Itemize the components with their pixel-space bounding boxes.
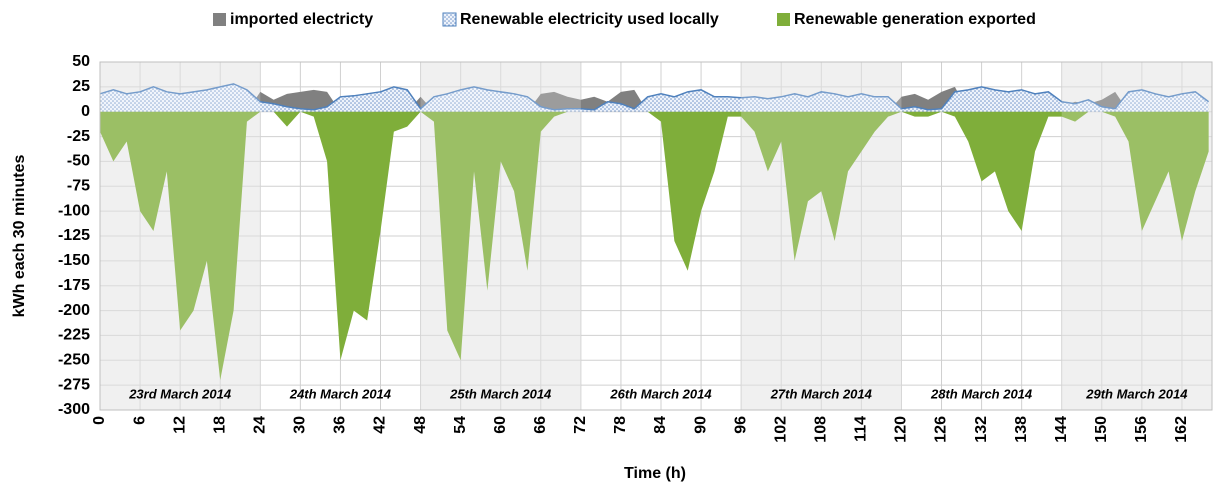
- day-band-overlay: [741, 62, 902, 410]
- y-tick-label: -75: [67, 178, 90, 195]
- x-tick-label: 0: [91, 416, 108, 425]
- y-tick-label: -250: [58, 352, 90, 369]
- x-tick-label: 138: [1013, 416, 1030, 443]
- x-tick-label: 54: [452, 416, 469, 434]
- legend-label: Renewable electricity used locally: [460, 11, 719, 28]
- x-tick-label: 24: [252, 416, 269, 434]
- y-tick-label: -25: [67, 128, 90, 145]
- legend-swatch: [442, 12, 457, 27]
- x-tick-label: 42: [372, 416, 389, 434]
- y-tick-label: -175: [58, 277, 90, 294]
- x-tick-label: 108: [813, 416, 830, 443]
- x-tick-label: 126: [933, 416, 950, 443]
- day-label: 24th March 2014: [289, 386, 392, 401]
- area: [100, 86, 1209, 112]
- legend-swatch: [777, 13, 790, 26]
- y-tick-label: 0: [81, 103, 90, 120]
- area: [100, 111, 1209, 381]
- x-tick-label: 36: [332, 416, 349, 434]
- x-tick-label: 120: [893, 416, 910, 443]
- x-tick-label: 84: [652, 416, 669, 434]
- x-tick-label: 60: [492, 416, 509, 434]
- y-tick-label: -275: [58, 376, 90, 393]
- line: [99, 83, 1210, 111]
- y-tick-label: -125: [58, 227, 90, 244]
- y-tick-label: -200: [58, 302, 90, 319]
- x-tick-label: 66: [532, 416, 549, 434]
- x-tick-label: 6: [131, 416, 148, 425]
- x-tick-label: 132: [973, 416, 990, 443]
- x-tick-label: 156: [1133, 416, 1150, 443]
- x-tick-label: 96: [732, 416, 749, 434]
- plot-frame: [99, 61, 1213, 411]
- legend-label: imported electricty: [230, 11, 373, 28]
- x-axis-title: Time (h): [624, 465, 686, 482]
- x-tick-label: 78: [612, 416, 629, 434]
- day-band-overlay: [100, 62, 261, 410]
- day-label: 29th March 2014: [1085, 386, 1188, 401]
- y-tick-label: -225: [58, 327, 90, 344]
- x-tick-label: 114: [853, 416, 870, 442]
- x-tick-label: 30: [292, 416, 309, 434]
- day-band-overlay: [420, 62, 581, 410]
- x-tick-label: 90: [692, 416, 709, 434]
- day-label: 27th March 2014: [770, 386, 873, 401]
- x-tick-label: 150: [1093, 416, 1110, 443]
- x-tick-label: 144: [1053, 416, 1070, 443]
- x-tick-label: 18: [211, 416, 228, 434]
- x-tick-label: 12: [171, 416, 188, 434]
- y-tick-label: -50: [67, 153, 90, 170]
- y-tick-label: -100: [58, 202, 90, 219]
- y-tick-label: 25: [72, 78, 90, 95]
- day-label: 25th March 2014: [449, 386, 552, 401]
- x-tick-label: 72: [572, 416, 589, 434]
- y-tick-label: -300: [58, 401, 90, 418]
- day-label: 28th March 2014: [930, 386, 1033, 401]
- day-label: 26th March 2014: [609, 386, 712, 401]
- y-axis-title: kWh each 30 minutes: [11, 155, 28, 318]
- day-label: 23rd March 2014: [128, 386, 232, 401]
- area: [100, 83, 1209, 112]
- legend-label: Renewable generation exported: [794, 11, 1036, 28]
- x-tick-label: 102: [772, 416, 789, 443]
- x-tick-label: 48: [412, 416, 429, 434]
- legend-swatch: [213, 13, 226, 26]
- y-tick-label: 50: [72, 53, 90, 70]
- y-tick-label: -150: [58, 252, 90, 269]
- day-band-overlay: [1061, 62, 1212, 410]
- x-tick-label: 162: [1173, 416, 1190, 443]
